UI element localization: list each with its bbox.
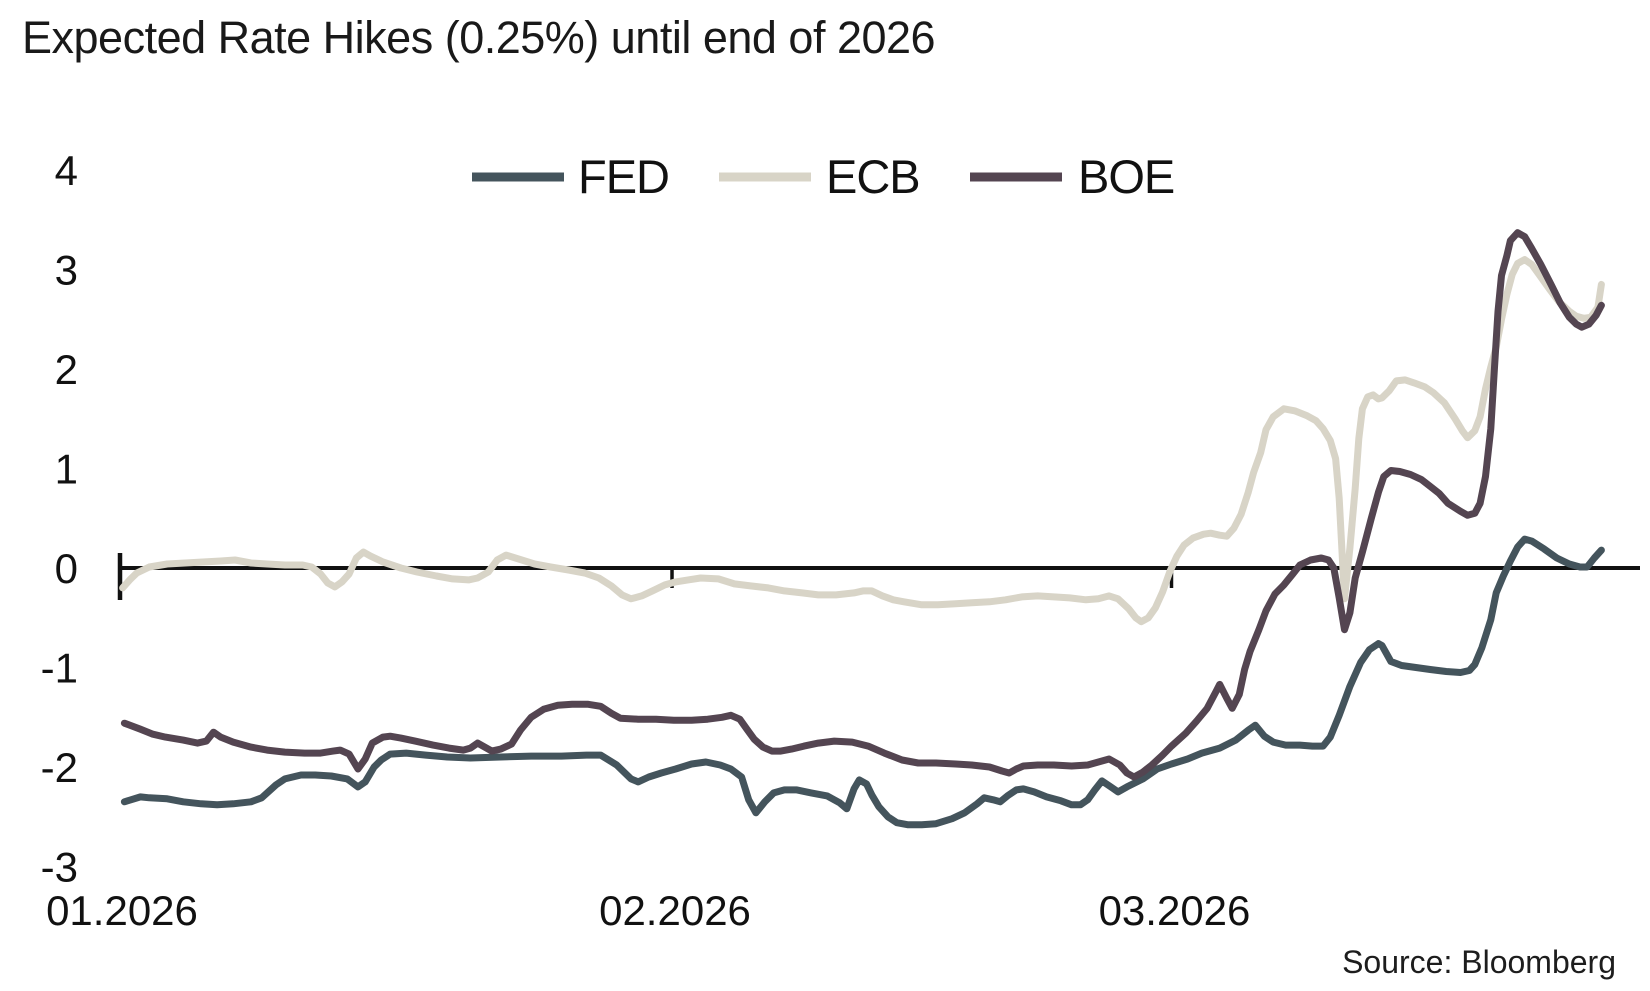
chart-title: Expected Rate Hikes (0.25%) until end of… [22,12,936,63]
y-axis-tick-label: 2 [55,346,78,393]
y-axis-tick-label: 4 [55,147,78,194]
y-axis-tick-label: -3 [41,844,78,891]
legend-label-boe: BOE [1078,150,1174,203]
legend-label-ecb: ECB [826,150,920,203]
y-axis-tick-label: 3 [55,247,78,294]
boe-line [120,229,1605,781]
y-axis-tick-label: 0 [55,545,78,592]
y-axis-tick-label: -2 [41,744,78,791]
x-axis-tick-label: 02.2026 [599,887,751,934]
source-label: Source: Bloomberg [1342,944,1616,980]
x-axis-tick-label: 03.2026 [1099,887,1251,934]
y-axis-tick-label: 1 [55,446,78,493]
ecb-line [119,256,1605,626]
x-axis-tick-label: 01.2026 [46,887,198,934]
fed-line [120,535,1605,829]
y-axis-tick-label: -1 [41,645,78,692]
legend-label-fed: FED [578,150,669,203]
